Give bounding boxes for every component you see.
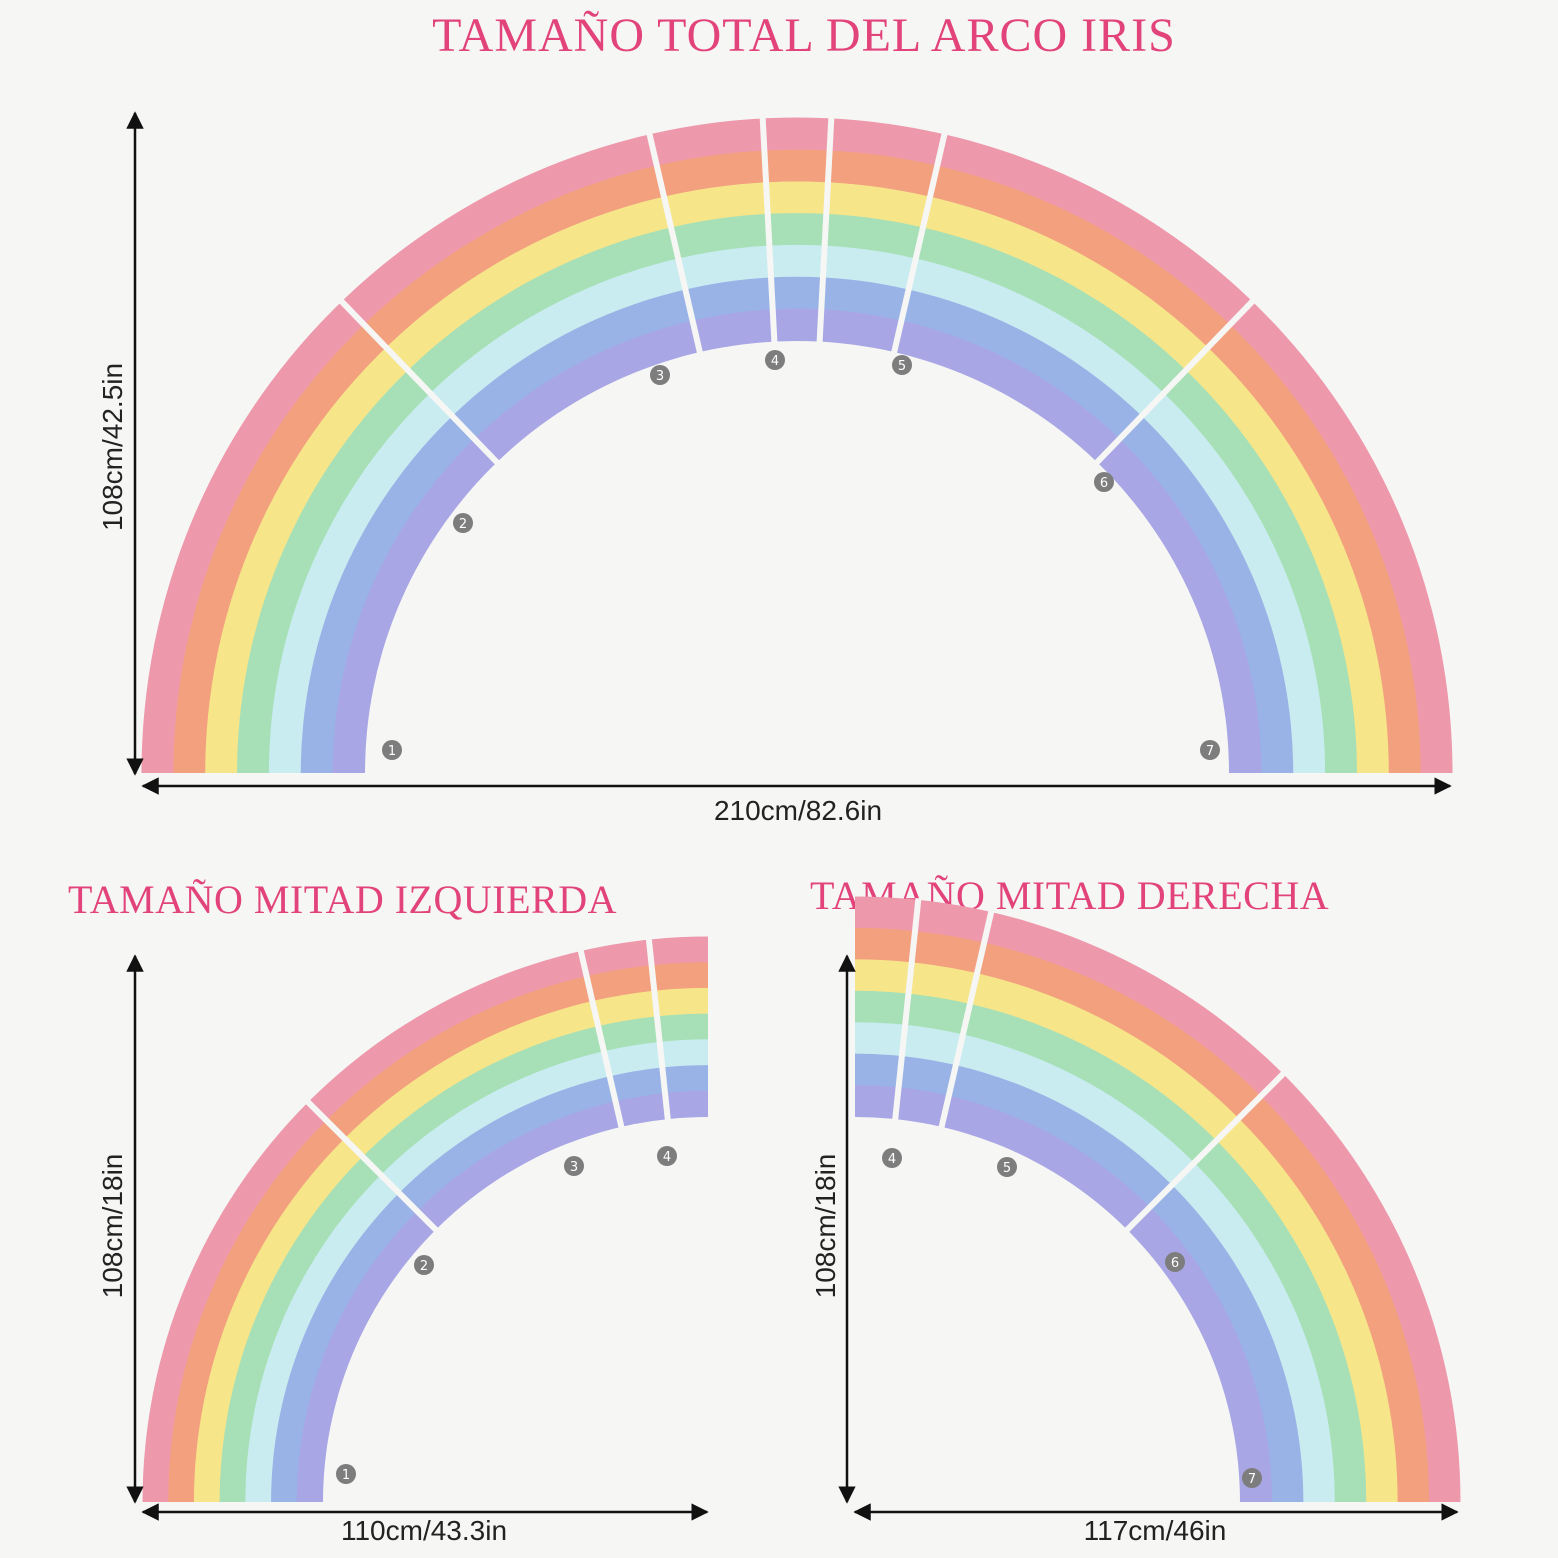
height-label-right: 108cm/18in — [810, 1154, 841, 1299]
panel-cut-1 — [1093, 298, 1256, 466]
badge-full-2: 2 — [453, 513, 473, 533]
rainbow-band-5 — [855, 1022, 1335, 1502]
badge-left-4: 4 — [657, 1146, 677, 1166]
panel-cut-2 — [890, 132, 948, 355]
badge-full-4-label: 4 — [771, 354, 779, 369]
title-left-half-size: TAMAÑO MITAD IZQUIERDA — [68, 877, 617, 922]
badge-left-3-label: 3 — [570, 1160, 578, 1175]
badge-right-4: 4 — [882, 1148, 902, 1168]
title-full-rainbow-size: TAMAÑO TOTAL DEL ARCO IRIS — [432, 9, 1176, 62]
rainbow-band-7 — [855, 1085, 1272, 1502]
badge-right-5: 5 — [997, 1157, 1017, 1177]
badge-left-3: 3 — [564, 1156, 584, 1176]
badge-right-7-label: 7 — [1248, 1472, 1256, 1487]
badge-full-1: 1 — [382, 740, 402, 760]
height-label-full: 108cm/42.5in — [97, 363, 128, 531]
panel-cut-1 — [645, 937, 671, 1122]
badge-right-7: 7 — [1242, 1468, 1262, 1488]
badge-full-2-label: 2 — [459, 517, 467, 532]
panel-cut-1 — [1123, 1070, 1287, 1234]
badge-left-4-label: 4 — [663, 1150, 671, 1165]
panel-cut-3 — [892, 898, 922, 1122]
badge-full-3-label: 3 — [656, 369, 664, 384]
panel-cut-3 — [816, 116, 835, 344]
rainbow-left-half — [142, 936, 708, 1502]
panel-cut-5 — [646, 132, 704, 355]
rainbow-band-6 — [855, 1053, 1304, 1502]
rainbow-band-3 — [855, 959, 1398, 1502]
badge-full-3: 3 — [650, 365, 670, 385]
panel-cut-2 — [938, 909, 995, 1130]
rainbow-full — [141, 116, 1453, 774]
panel-cut-3 — [304, 1098, 440, 1234]
badge-right-5-label: 5 — [1003, 1161, 1011, 1176]
rainbow-band-7 — [296, 1090, 708, 1502]
badge-full-5: 5 — [892, 355, 912, 375]
badge-full-6: 6 — [1094, 472, 1114, 492]
panel-cut-2 — [577, 948, 625, 1130]
rainbow-band-4 — [855, 990, 1367, 1502]
badge-left-2: 2 — [414, 1255, 434, 1275]
panel-number-badges: 1 2 3 4 5 6 7 1 2 3 4 4 5 6 7 — [336, 350, 1262, 1488]
badge-left-1-label: 1 — [342, 1468, 350, 1483]
badge-full-6-label: 6 — [1100, 476, 1108, 491]
badge-left-1: 1 — [336, 1464, 356, 1484]
badge-right-6: 6 — [1165, 1252, 1185, 1272]
panel-cut-4 — [759, 116, 778, 344]
badge-left-2-label: 2 — [420, 1259, 428, 1274]
rainbow-right-half — [855, 896, 1461, 1502]
badge-full-1-label: 1 — [388, 744, 396, 759]
badge-right-6-label: 6 — [1171, 1256, 1179, 1271]
rainbow-band-6 — [271, 1065, 708, 1502]
panel-cut-6 — [338, 298, 501, 466]
width-label-right: 117cm/46in — [1084, 1515, 1227, 1546]
width-label-full: 210cm/82.6in — [714, 795, 882, 826]
badge-full-7: 7 — [1200, 740, 1220, 760]
height-label-left: 108cm/18in — [97, 1154, 128, 1299]
badge-full-7-label: 7 — [1206, 744, 1214, 759]
badge-full-4: 4 — [765, 350, 785, 370]
width-label-left: 110cm/43.3in — [341, 1515, 507, 1546]
badge-full-5-label: 5 — [898, 359, 906, 374]
badge-right-4-label: 4 — [888, 1152, 896, 1167]
